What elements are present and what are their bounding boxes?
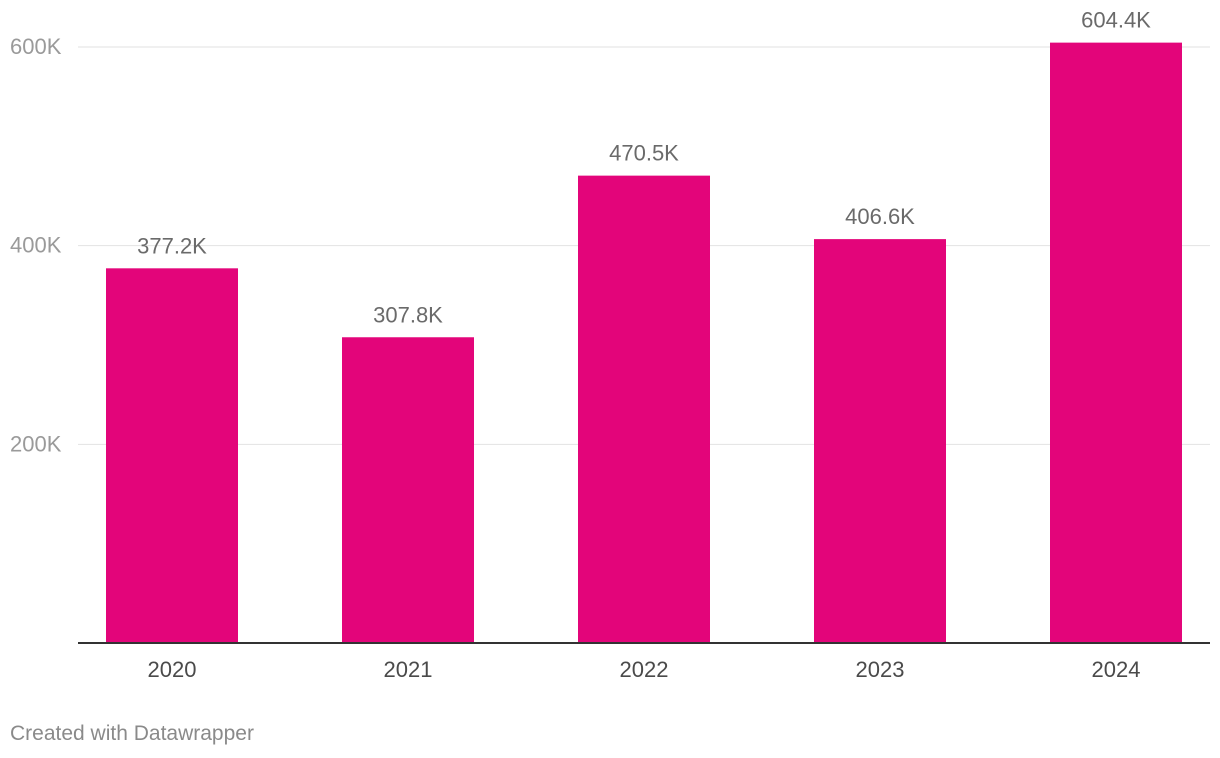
- credit-text: Created with Datawrapper: [10, 722, 254, 745]
- bar: [578, 175, 710, 644]
- labels: 200K 400K 600K 377.2K 2020 307.8K 2021 470.5K 20…: [10, 8, 1151, 682]
- bars: [78, 42, 1210, 644]
- x-category-label: 2023: [856, 657, 905, 682]
- bar: [342, 337, 474, 643]
- x-category-label: 2021: [384, 657, 433, 682]
- y-tick-label: 400K: [10, 233, 62, 258]
- bar-value-label: 406.6K: [845, 204, 915, 229]
- bar: [106, 268, 238, 643]
- bar-value-label: 604.4K: [1081, 8, 1151, 33]
- bar: [1050, 42, 1182, 643]
- x-category-label: 2024: [1092, 657, 1141, 682]
- y-tick-label: 600K: [10, 34, 62, 59]
- bar-value-label: 470.5K: [609, 141, 679, 166]
- bar-value-label: 307.8K: [373, 302, 443, 327]
- bar-value-label: 377.2K: [137, 233, 207, 258]
- bar: [814, 239, 946, 644]
- x-category-label: 2020: [148, 657, 197, 682]
- bar-chart: 200K 400K 600K 377.2K 2020 307.8K 2021 470.5K 20…: [10, 8, 1210, 682]
- y-tick-label: 200K: [10, 431, 62, 456]
- x-category-label: 2022: [620, 657, 669, 682]
